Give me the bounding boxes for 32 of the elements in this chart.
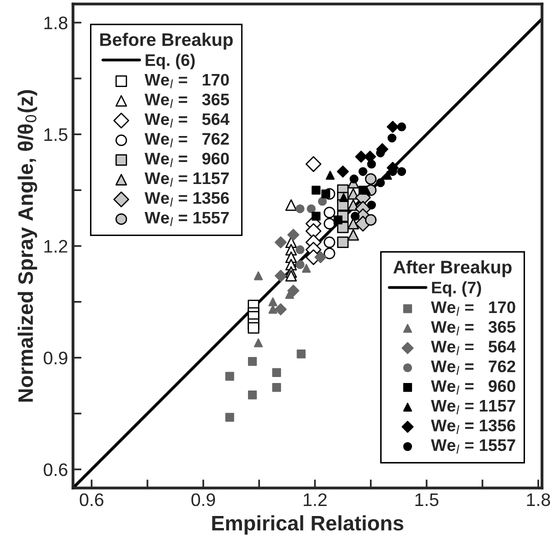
legend-label: We$_{l}$ = 1557 [430, 439, 516, 454]
legend-label: Eq. (7) [432, 281, 482, 297]
legend-label: We$_{l}$ = 170 [144, 74, 229, 88]
x-tick-label: 0.9 [191, 493, 215, 506]
legend-label: We$_{l}$ = 564 [430, 340, 516, 356]
y-tick-label: 1.5 [44, 128, 68, 142]
legend-label: We$_{l}$ = 1356 [430, 420, 516, 434]
legend-label: We$_{l}$ = 1557 [144, 212, 229, 226]
y-tick-label: 0.9 [44, 352, 68, 364]
legend-label: We$_{l}$ = 960 [430, 380, 516, 395]
legend-label: We$_{l}$ = 1157 [144, 172, 229, 187]
y-axis-title: Normalized Spray Angle, θ/θ$_{0}$(z) [18, 90, 38, 402]
text: Before Breakup [100, 32, 233, 50]
x-tick-label: 1.8 [527, 493, 550, 506]
x-tick-label: 0.6 [80, 493, 104, 506]
legend-label: We$_{l}$ = 960 [144, 152, 229, 168]
text: After Breakup [393, 260, 512, 278]
y-tick-label: 1.8 [44, 16, 68, 30]
legend-label: Eq. (6) [146, 54, 195, 70]
legend-label: We$_{l}$ = 365 [430, 321, 516, 336]
x-tick-label: 1.2 [304, 493, 327, 506]
legend-label: We$_{l}$ = 365 [144, 94, 230, 108]
legend-label: We$_{l}$ = 1356 [144, 192, 229, 206]
legend-label: We$_{l}$ = 762 [430, 360, 516, 375]
x-axis-title: Empirical Relations [212, 515, 404, 535]
y-tick-label: 0.6 [44, 463, 68, 476]
legend-label: We$_{l}$ = 170 [430, 301, 516, 316]
legend-label: We$_{l}$ = 762 [144, 132, 229, 148]
legend-label: We$_{l}$ = 1157 [430, 400, 516, 414]
legend-label: We$_{l}$ = 564 [144, 113, 230, 128]
y-tick-label: 1.2 [44, 240, 68, 253]
x-tick-label: 1.5 [415, 494, 438, 506]
